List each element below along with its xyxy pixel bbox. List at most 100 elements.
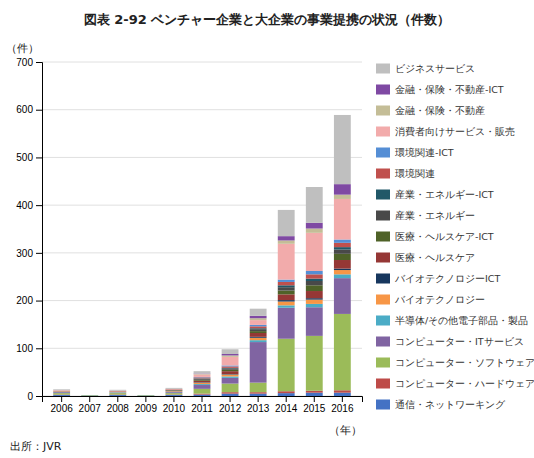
legend-item: 医療・ヘルスケア bbox=[376, 252, 475, 263]
legend-swatch bbox=[376, 316, 390, 326]
legend-swatch bbox=[376, 64, 390, 74]
x-tick-mark bbox=[258, 396, 259, 402]
bar bbox=[137, 395, 154, 396]
x-tick-label: 2015 bbox=[303, 403, 326, 414]
bar bbox=[278, 300, 295, 301]
bar bbox=[81, 395, 98, 396]
x-tick-mark bbox=[342, 396, 343, 402]
series bbox=[166, 243, 351, 390]
bar bbox=[222, 366, 239, 367]
bar bbox=[166, 389, 183, 390]
bar bbox=[137, 395, 154, 396]
bar bbox=[137, 395, 154, 396]
bar bbox=[53, 390, 70, 391]
bar bbox=[109, 391, 126, 392]
y-tick-label: 200 bbox=[16, 295, 33, 306]
bar bbox=[194, 377, 211, 379]
bar bbox=[222, 371, 239, 374]
bar bbox=[109, 390, 126, 391]
bar bbox=[278, 305, 295, 307]
bar bbox=[222, 354, 239, 355]
bar bbox=[166, 394, 183, 395]
legend-label: 医療・ヘルスケア bbox=[395, 252, 475, 263]
bar bbox=[250, 383, 267, 393]
bar bbox=[81, 395, 98, 396]
y-tick: 100 bbox=[16, 343, 42, 354]
bar bbox=[278, 244, 295, 280]
legend-label: コンピューター・ITサービス bbox=[395, 336, 524, 347]
bar bbox=[109, 390, 126, 391]
x-tick-mark bbox=[230, 396, 231, 402]
bar bbox=[250, 309, 267, 316]
x-tick: 2011 bbox=[191, 396, 213, 414]
bar bbox=[222, 376, 239, 377]
grid bbox=[42, 62, 362, 396]
bar bbox=[250, 342, 267, 383]
legend-label: 医療・ヘルスケア-ICT bbox=[395, 231, 494, 242]
legend-swatch bbox=[376, 211, 390, 221]
bar bbox=[166, 393, 183, 394]
legend-swatch bbox=[376, 232, 390, 242]
bar bbox=[334, 250, 351, 254]
series bbox=[166, 254, 351, 391]
bar bbox=[334, 247, 351, 249]
bar bbox=[222, 375, 239, 377]
legend-item: 半導体/その他電子部品・製品 bbox=[376, 315, 528, 326]
grid-line bbox=[42, 109, 362, 110]
bar bbox=[81, 395, 98, 396]
bar bbox=[334, 274, 351, 278]
bar bbox=[334, 269, 351, 270]
legend-swatch bbox=[376, 253, 390, 263]
x-tick: 2015 bbox=[303, 396, 326, 414]
bar bbox=[250, 392, 267, 393]
series bbox=[53, 278, 351, 393]
series bbox=[166, 250, 351, 391]
legend-label: バイオテクノロジー bbox=[394, 294, 485, 305]
x-tick-mark bbox=[286, 396, 287, 402]
x-tick-label: 2014 bbox=[275, 403, 298, 414]
bar bbox=[250, 331, 267, 333]
x-tick: 2008 bbox=[107, 396, 130, 414]
legend-label: バイオテクノロジーICT bbox=[394, 273, 500, 284]
bar bbox=[53, 392, 70, 394]
bar bbox=[334, 184, 351, 194]
bar bbox=[109, 395, 126, 396]
x-tick-mark bbox=[145, 396, 146, 402]
bar bbox=[278, 308, 295, 339]
x-tick-mark bbox=[314, 396, 315, 402]
bar bbox=[334, 195, 351, 199]
bar bbox=[166, 389, 183, 390]
x-tick: 2016 bbox=[331, 396, 354, 414]
legend-swatch bbox=[376, 169, 390, 179]
bar bbox=[194, 371, 211, 373]
bar bbox=[250, 320, 267, 325]
bar bbox=[250, 340, 267, 342]
bar bbox=[109, 391, 126, 392]
bar bbox=[194, 378, 211, 380]
bar bbox=[306, 187, 323, 223]
y-tick-mark bbox=[36, 301, 42, 302]
bar bbox=[81, 395, 98, 396]
x-tick: 2007 bbox=[79, 396, 102, 414]
legend-swatch bbox=[376, 127, 390, 137]
x-axis-line bbox=[43, 397, 363, 403]
bars bbox=[53, 115, 351, 396]
bar bbox=[109, 391, 126, 392]
y-tick: 600 bbox=[16, 104, 42, 115]
y-tick-mark bbox=[36, 348, 42, 349]
bar bbox=[250, 326, 267, 328]
y-tick: 400 bbox=[16, 200, 42, 211]
legend-item: 消費者向けサービス・販売 bbox=[376, 126, 515, 137]
bar bbox=[109, 391, 126, 392]
legend-swatch bbox=[376, 295, 390, 305]
bar bbox=[81, 395, 98, 396]
bar bbox=[53, 390, 70, 391]
x-tick-label: 2008 bbox=[107, 403, 130, 414]
bar bbox=[53, 390, 70, 391]
bar bbox=[222, 368, 239, 369]
bar bbox=[306, 336, 323, 391]
bar bbox=[109, 391, 126, 392]
bar bbox=[166, 388, 183, 389]
bar bbox=[137, 395, 154, 396]
bar bbox=[81, 395, 98, 396]
